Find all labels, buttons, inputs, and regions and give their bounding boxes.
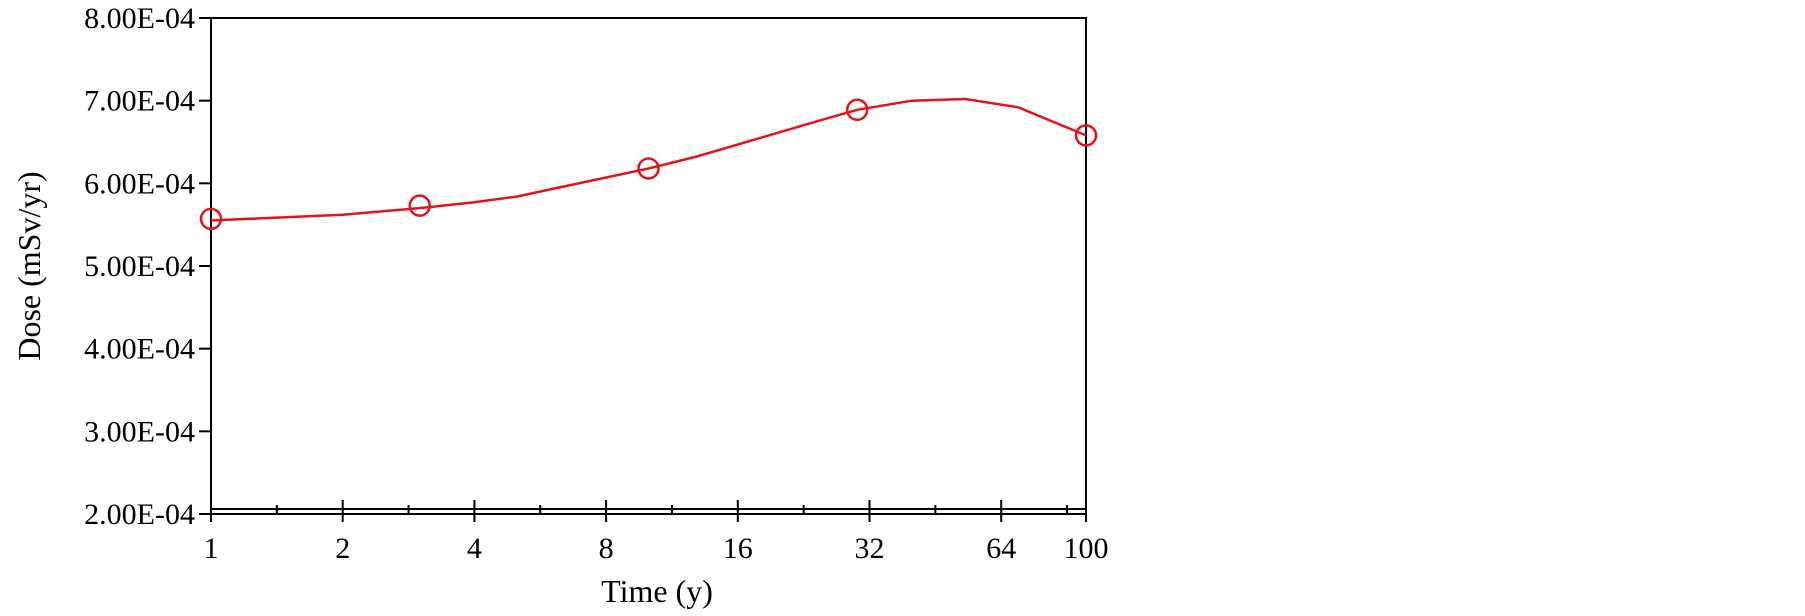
x-tick-label: 100 — [1064, 532, 1109, 565]
x-tick-label: 1 — [204, 532, 219, 565]
y-tick-label: 3.00E-04 — [84, 415, 195, 448]
x-tick-label: 32 — [855, 532, 885, 565]
x-tick-label: 64 — [986, 532, 1016, 565]
data-point — [637, 157, 660, 180]
data-point — [845, 98, 869, 122]
data-point — [408, 194, 431, 217]
x-tick-label: 8 — [599, 532, 614, 565]
data-point — [1074, 124, 1098, 147]
y-tick-label: 5.00E-04 — [84, 250, 195, 283]
axes: 2.00E-04 3.00E-04 4.00E-04 5.00E-04 6.00E-04… — [84, 2, 1108, 565]
y-tick-label: 7.00E-04 — [84, 85, 195, 118]
x-tick-label: 4 — [467, 532, 482, 565]
x-tick-label: 16 — [723, 532, 753, 565]
y-tick-label: 6.00E-04 — [84, 167, 195, 200]
series-line — [210, 97, 1087, 222]
plot-frame — [210, 17, 1087, 515]
y-tick-label: 4.00E-04 — [84, 333, 195, 366]
x-axis-title: Time (y) — [601, 573, 713, 609]
y-tick-label: 8.00E-04 — [84, 2, 195, 35]
plot-data — [199, 97, 1098, 231]
y-tick-label: 2.00E-04 — [84, 498, 195, 531]
y-axis-title: Dose (mSv/yr) — [11, 171, 47, 360]
data-point — [199, 207, 223, 231]
x-tick-label: 2 — [335, 532, 350, 565]
